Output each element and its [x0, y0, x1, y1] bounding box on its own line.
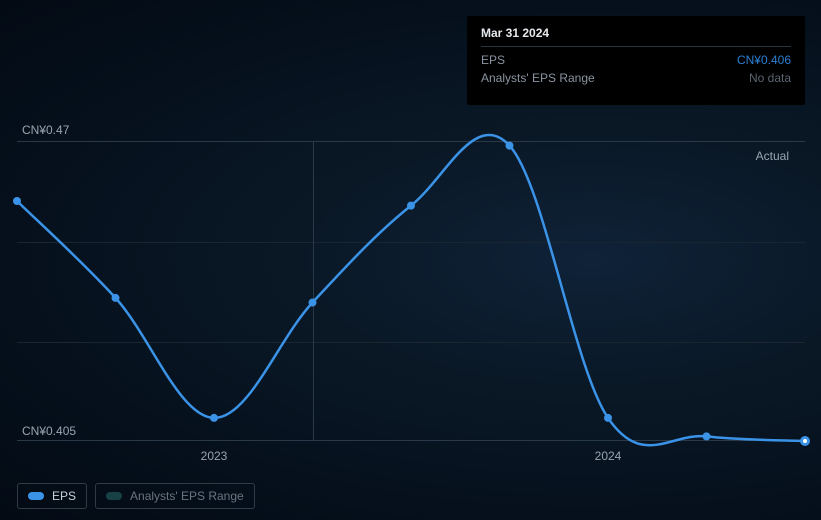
tooltip-row: EPS CN¥0.406	[481, 51, 791, 69]
series-marker-highlight	[803, 439, 807, 443]
y-axis-max-label: CN¥0.47	[22, 123, 69, 137]
legend: EPS Analysts' EPS Range	[17, 483, 255, 509]
tooltip-box: Mar 31 2024 EPS CN¥0.406 Analysts' EPS R…	[467, 16, 805, 105]
x-axis-tick: 2023	[201, 449, 228, 463]
tooltip-row-label: Analysts' EPS Range	[481, 69, 595, 87]
series-marker-eps	[407, 202, 415, 210]
legend-item-eps[interactable]: EPS	[17, 483, 87, 509]
tooltip-row-value: CN¥0.406	[737, 51, 791, 69]
tooltip-row: Analysts' EPS Range No data	[481, 69, 791, 87]
series-marker-eps	[604, 414, 612, 422]
x-axis-tick: 2024	[595, 449, 622, 463]
series-marker-eps	[112, 294, 120, 302]
series-marker-eps	[210, 414, 218, 422]
legend-swatch-analysts	[106, 492, 122, 500]
zone-label-actual: Actual	[756, 149, 789, 163]
tooltip-date: Mar 31 2024	[481, 26, 791, 47]
eps-line-chart	[17, 141, 805, 441]
legend-label: Analysts' EPS Range	[130, 489, 244, 503]
tooltip-row-label: EPS	[481, 51, 505, 69]
legend-swatch-eps	[28, 492, 44, 500]
series-marker-eps	[13, 197, 21, 205]
series-marker-eps	[703, 432, 711, 440]
legend-label: EPS	[52, 489, 76, 503]
tooltip-row-value: No data	[749, 69, 791, 87]
y-axis-min-label: CN¥0.405	[22, 424, 76, 438]
series-line-eps	[17, 135, 805, 445]
series-marker-eps	[309, 299, 317, 307]
series-marker-eps	[506, 142, 514, 150]
legend-item-analysts[interactable]: Analysts' EPS Range	[95, 483, 255, 509]
